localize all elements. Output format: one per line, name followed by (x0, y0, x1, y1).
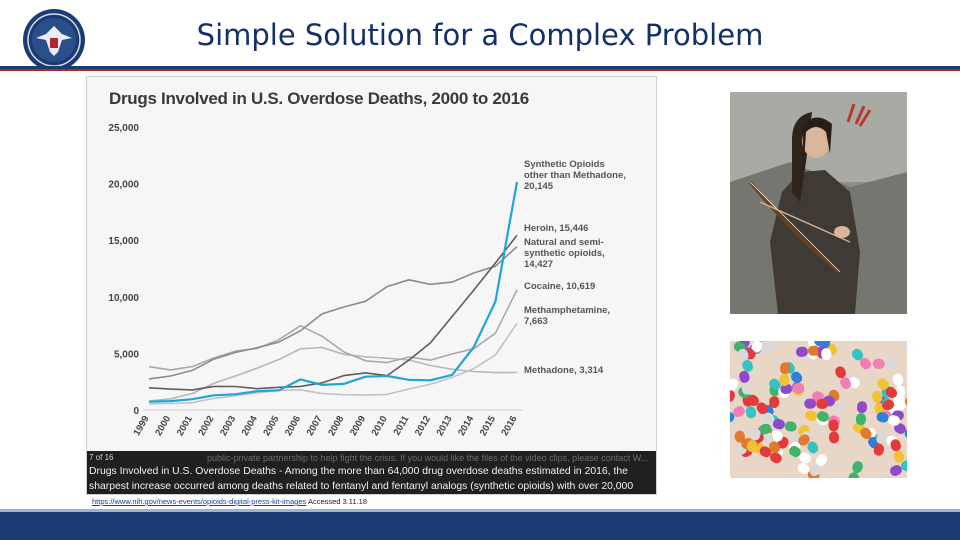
pill-capsule (762, 431, 781, 454)
series-label-heroin: Heroin, 15,446 (524, 223, 588, 234)
pill-capsule (835, 366, 852, 390)
y-tick-label: 5,000 (114, 349, 139, 360)
pill-capsule (819, 341, 832, 361)
x-tick-label: 2011 (392, 413, 412, 437)
pill-capsule (751, 341, 767, 353)
footer-accent (0, 509, 960, 512)
pill-capsule (890, 439, 905, 463)
pill-capsule (780, 383, 805, 394)
chart-title: Drugs Involved in U.S. Overdose Deaths, … (109, 89, 529, 108)
x-tick-label: 2006 (283, 414, 303, 438)
slide-counter: 7 of 16 (89, 453, 114, 462)
x-tick-label: 2004 (240, 413, 260, 437)
x-tick-label: 2012 (413, 414, 433, 438)
source-link[interactable]: https://www.nih.gov/news-events/opioids-… (92, 497, 307, 506)
series-line-cocaine (148, 289, 518, 371)
x-tick-label: 2008 (326, 414, 346, 438)
va-seal-icon (23, 9, 85, 71)
x-tick-label: 2013 (435, 414, 455, 438)
x-tick-label: 2016 (500, 414, 520, 438)
slide-footer (0, 512, 960, 540)
pill-capsule (737, 348, 754, 372)
pill-capsule (779, 362, 791, 387)
x-tick-label: 2003 (218, 414, 238, 438)
pill-capsule (890, 460, 907, 476)
series-label-line: Synthetic Opioids (524, 159, 605, 170)
pill-capsule (877, 378, 898, 399)
pill-capsule (804, 398, 829, 409)
pill-capsule (828, 419, 840, 444)
y-tick-label: 15,000 (108, 236, 139, 247)
caption-text: Drugs Involved in U.S. Overdose Deaths -… (89, 466, 634, 507)
series-label-synthetic: Synthetic Opioids other than Methadone, 20… (524, 159, 626, 192)
x-tick-label: 2007 (305, 414, 325, 438)
pill-capsule (795, 345, 820, 357)
pill-capsule (855, 401, 868, 426)
pill-capsule (882, 394, 905, 411)
x-tick-label: 2000 (153, 414, 173, 438)
x-tick-label: 1999 (132, 414, 152, 438)
source-accessed: Accessed 3.11.18 (307, 497, 368, 506)
x-tick-label: 2010 (370, 414, 390, 438)
series-label-line: Methadone, 3,314 (524, 365, 604, 376)
series-label-line: synthetic opioids, (524, 248, 605, 259)
x-tick-label: 2002 (196, 414, 216, 438)
caption-ghost-text: public-private partnership to help fight… (207, 453, 649, 463)
header-divider (0, 66, 960, 69)
pill-capsule (739, 370, 753, 395)
x-tick-label: 2005 (261, 413, 281, 437)
pill-capsule (809, 454, 828, 477)
pill-capsule (772, 418, 797, 432)
series-label-meth: Methamphetamine, 7,663 (524, 305, 610, 327)
caption-bar: 7 of 16 public-private partnership to he… (87, 451, 656, 507)
x-tick-label: 2009 (348, 414, 368, 438)
pill-capsule (746, 428, 761, 452)
x-tick-label: 2014 (456, 413, 476, 437)
series-label-line: Natural and semi- (524, 237, 604, 248)
series-label-cocaine: Cocaine, 10,619 (524, 281, 595, 292)
pill-capsule (876, 412, 901, 426)
series-label-line: Cocaine, 10,619 (524, 281, 595, 292)
pill-capsule (851, 348, 872, 370)
series-line-meth (148, 322, 518, 405)
series-label-line: 14,427 (524, 259, 553, 270)
header-divider-red (0, 69, 960, 71)
pill-capsule (872, 358, 897, 370)
y-tick-label: 10,000 (108, 293, 139, 304)
x-tick-label: 2015 (478, 413, 498, 437)
pill-capsule (730, 378, 739, 403)
y-tick-label: 25,000 (108, 123, 139, 134)
series-label-line: other than Methadone, (524, 170, 626, 181)
x-tick-label: 2001 (175, 413, 195, 437)
y-tick-label: 0 (133, 406, 139, 417)
slide-title: Simple Solution for a Complex Problem (196, 18, 764, 52)
series-label-methadone: Methadone, 3,314 (524, 365, 604, 376)
series-label-line: 7,663 (524, 316, 548, 327)
pill-capsule (873, 432, 887, 456)
series-label-line: 20,145 (524, 181, 554, 192)
source-citation: https://www.nih.gov/news-events/opioids-… (92, 497, 367, 506)
slide-header (0, 0, 960, 68)
series-line-natural (148, 246, 518, 380)
pills-photo (730, 341, 907, 478)
series-label-line: Methamphetamine, (524, 305, 610, 316)
pill-capsule (894, 423, 907, 440)
series-label-line: Heroin, 15,446 (524, 223, 588, 234)
series-line-synthetic (148, 181, 519, 403)
pill-capsule (892, 373, 906, 398)
pill-capsule (756, 402, 775, 425)
pill-capsule (730, 406, 745, 424)
chart-screenshot: Drugs Involved in U.S. Overdose Deaths, … (86, 76, 657, 507)
pill-capsule (789, 445, 811, 464)
archer-photo (730, 92, 907, 314)
series-label-natural: Natural and semi-synthetic opioids, 14,42… (524, 237, 605, 270)
series-line-heroin (148, 234, 518, 391)
y-tick-label: 20,000 (108, 180, 139, 191)
pill-capsule (848, 461, 863, 478)
pill-capsule (759, 446, 782, 464)
